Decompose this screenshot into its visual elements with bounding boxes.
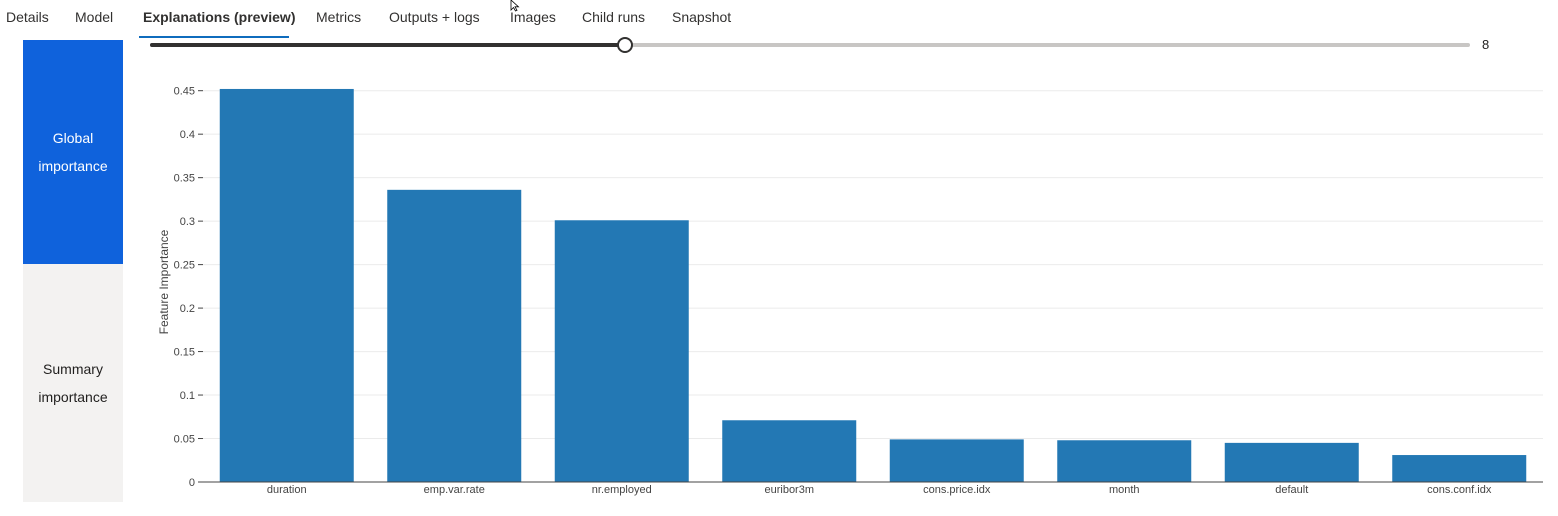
global-importance-button[interactable]: Global importance: [23, 40, 123, 264]
global-importance-label-line1: Global: [52, 130, 94, 146]
slider-thumb[interactable]: [617, 37, 634, 53]
y-tick-label: 0.45: [174, 86, 195, 98]
active-tab-indicator: [139, 36, 289, 38]
slider-value: 8: [1482, 37, 1490, 52]
tab-snapshot[interactable]: Snapshot: [672, 9, 732, 25]
y-tick-label: 0: [189, 477, 195, 489]
summary-importance-label-line1: Summary: [43, 361, 103, 377]
tab-bar: Details Model Explanations (preview) Met…: [0, 0, 1558, 38]
bar-emp-var-rate: [387, 189, 522, 482]
summary-importance-button[interactable]: Summary importance: [23, 264, 123, 502]
x-tick-label: month: [1109, 484, 1140, 496]
x-tick-label: euribor3m: [764, 484, 814, 496]
slider-fill: [150, 43, 626, 47]
y-tick-label: 0.1: [180, 390, 195, 402]
x-tick-label: nr.employed: [592, 484, 652, 496]
tab-metrics[interactable]: Metrics: [316, 9, 362, 25]
mouse-cursor-icon: [510, 0, 520, 12]
tab-images[interactable]: Images: [510, 9, 556, 25]
tab-model[interactable]: Model: [75, 9, 114, 25]
y-tick-label: 0.35: [174, 173, 195, 185]
tab-child-runs[interactable]: Child runs: [582, 9, 646, 25]
tab-outputs-logs[interactable]: Outputs + logs: [389, 9, 480, 25]
tab-explanations[interactable]: Explanations (preview): [143, 9, 296, 25]
bar-default: [1224, 442, 1359, 482]
y-axis-label: Feature Importance: [157, 229, 171, 334]
y-tick-label: 0.4: [180, 129, 195, 141]
y-tick-label: 0.2: [180, 303, 195, 315]
y-tick-label: 0.05: [174, 434, 195, 446]
x-tick-label: default: [1275, 484, 1308, 496]
x-tick-label: duration: [267, 484, 307, 496]
x-tick-label: cons.price.idx: [923, 484, 991, 496]
bar-cons-price-idx: [889, 439, 1024, 482]
bar-cons-conf-idx: [1392, 455, 1527, 482]
bar-month: [1057, 440, 1192, 482]
y-tick-label: 0.25: [174, 260, 195, 272]
bar-nr-employed: [554, 220, 689, 482]
y-tick-label: 0.15: [174, 347, 195, 359]
importance-view-selector: Global importance Summary importance: [23, 40, 123, 502]
feature-importance-chart: 0 0.05 0.1 0.15 0.2 0.25 0.3 0.35 0.4 0.45 duratio…: [157, 86, 1543, 496]
bar-duration: [219, 88, 354, 483]
tab-details[interactable]: Details: [6, 9, 49, 25]
top-features-slider[interactable]: [150, 36, 1470, 54]
slider-track[interactable]: [150, 43, 1470, 47]
bar-euribor3m: [722, 420, 857, 482]
summary-importance-label-line2: importance: [38, 389, 108, 405]
x-tick-label: emp.var.rate: [424, 484, 485, 496]
x-tick-label: cons.conf.idx: [1427, 484, 1492, 496]
y-tick-label: 0.3: [180, 216, 195, 228]
global-importance-label-line2: importance: [38, 158, 108, 174]
